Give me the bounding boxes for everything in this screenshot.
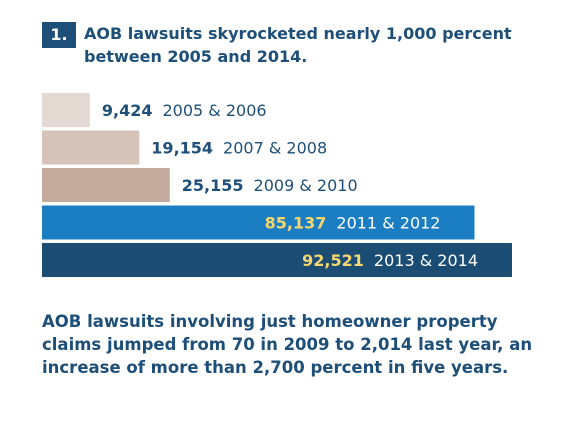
bar-label-4: 92,521 2013 & 2014 [302, 251, 478, 270]
value-label-1: 19,154 [151, 139, 213, 158]
value-label-4: 92,521 [302, 251, 364, 270]
bar-2 [42, 168, 170, 202]
category-label-4: 2013 & 2014 [374, 251, 478, 270]
category-label-0: 2005 & 2006 [162, 101, 266, 120]
category-label-3: 2011 & 2012 [336, 214, 440, 233]
bar-label-0: 9,424 2005 & 2006 [102, 101, 267, 120]
bar-0 [42, 93, 90, 127]
chart-headline: AOB lawsuits skyrocketed nearly 1,000 pe… [84, 24, 512, 66]
bar-label-1: 19,154 2007 & 2008 [151, 139, 327, 158]
bar-label-3: 85,137 2011 & 2012 [265, 214, 441, 233]
category-label-1: 2007 & 2008 [223, 139, 327, 158]
bar-label-2: 25,155 2009 & 2010 [182, 176, 358, 195]
bar-1 [42, 130, 140, 165]
bar-3 [42, 205, 475, 240]
value-label-3: 85,137 [265, 214, 327, 233]
bar-4 [42, 243, 512, 277]
footnote-text: AOB lawsuits involving just homeowner pr… [42, 312, 533, 377]
value-label-0: 9,424 [102, 101, 153, 120]
chart-header: 1. AOB lawsuits skyrocketed nearly 1,000… [42, 18, 542, 74]
category-label-2: 2009 & 2010 [254, 176, 358, 195]
value-label-2: 25,155 [182, 176, 244, 195]
chart-number-badge: 1. [42, 22, 76, 48]
